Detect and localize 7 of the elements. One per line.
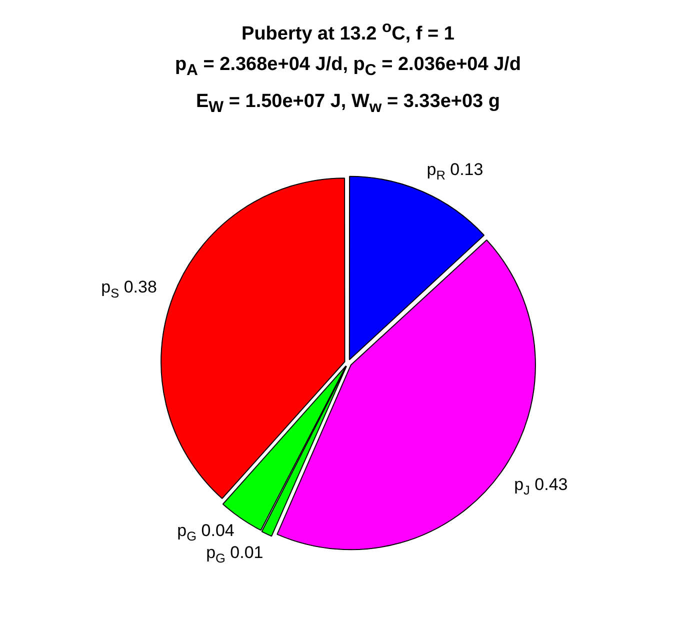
data-label: 0.43 — [530, 474, 568, 494]
data-label: 0.01 — [225, 542, 264, 562]
data-label: 0.04 — [196, 520, 234, 540]
data-label: 0.38 — [119, 277, 157, 296]
data-label: 0.13 — [445, 160, 484, 179]
chart-title: Puberty at 13.2 $^{o}$C, f = 1 — [240, 18, 456, 46]
text: p$_{A}$ = 2.368e+04 J/d, p$_{C}$ = 2.036e+04 J/d E$_{W}$ = 1.50e+07 J, W$_{w}$ = 3.33e+03 g — [174, 54, 522, 116]
